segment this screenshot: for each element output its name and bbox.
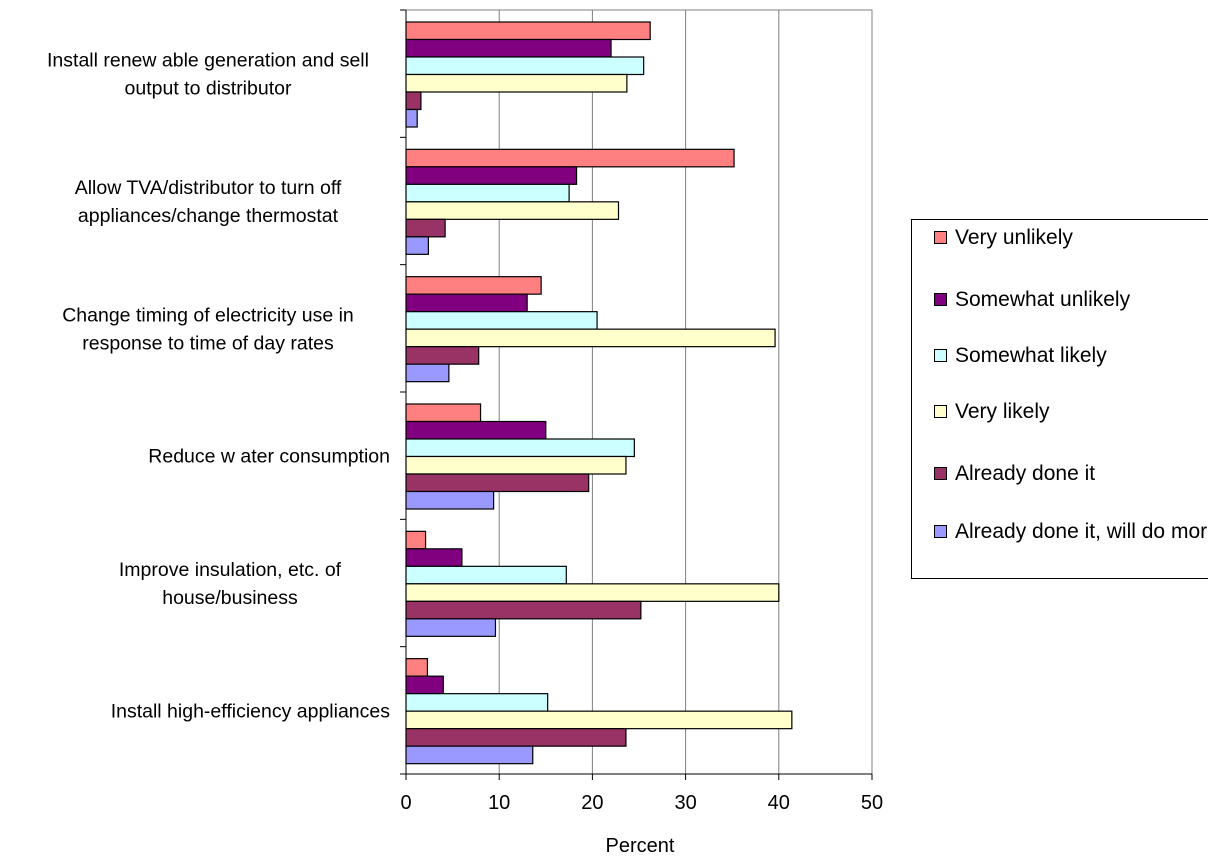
category-label: Reduce w ater consumption bbox=[148, 446, 390, 468]
category-label: Change timing of electricity use in respo… bbox=[62, 304, 354, 354]
legend-label: Somewhat likely bbox=[955, 344, 1107, 367]
bar bbox=[405, 166, 578, 185]
legend-label: Already done it bbox=[955, 462, 1096, 485]
legend-label: Somewhat unlikely bbox=[955, 288, 1131, 311]
bar bbox=[405, 455, 627, 475]
category-label: Allow TVA/distributor to turn off applian… bbox=[75, 177, 342, 227]
bar bbox=[405, 565, 567, 585]
legend-swatch bbox=[934, 405, 947, 418]
bar bbox=[405, 328, 776, 348]
bar bbox=[405, 363, 450, 383]
x-axis-label: Percent bbox=[606, 835, 675, 857]
bar bbox=[405, 38, 612, 58]
bar bbox=[405, 583, 780, 602]
category-labels: Install renew able generation and sell ou… bbox=[47, 50, 390, 723]
legend: Very unlikely Somewhat unlikely Somewhat l… bbox=[911, 219, 1208, 579]
bar bbox=[405, 276, 542, 295]
bar bbox=[405, 618, 497, 637]
category-label: Install renew able generation and sell ou… bbox=[47, 50, 369, 100]
bar bbox=[405, 530, 427, 550]
bar bbox=[405, 218, 446, 238]
category-label: Improve insulation, etc. of house/busines… bbox=[119, 559, 342, 609]
bar bbox=[405, 311, 598, 330]
bar bbox=[405, 236, 429, 255]
bar bbox=[405, 420, 547, 440]
bars bbox=[405, 21, 793, 765]
bar bbox=[405, 293, 528, 313]
x-tick-label: 40 bbox=[768, 792, 790, 814]
x-tick-labels: 0 10 20 30 40 50 bbox=[400, 792, 883, 814]
bar bbox=[405, 148, 735, 168]
legend-swatch bbox=[934, 467, 947, 480]
legend-label: Very likely bbox=[955, 400, 1050, 423]
legend-swatch bbox=[934, 525, 947, 538]
legend-label: Already done it, will do more bbox=[955, 520, 1208, 543]
x-tick-label: 20 bbox=[581, 792, 603, 814]
bar bbox=[405, 728, 627, 747]
bar bbox=[405, 675, 444, 695]
plot-frame bbox=[405, 9, 873, 775]
x-tick-label: 0 bbox=[400, 792, 411, 814]
bar bbox=[405, 600, 642, 620]
bar bbox=[405, 56, 645, 76]
bar bbox=[405, 21, 651, 41]
bar bbox=[405, 710, 793, 730]
bar bbox=[405, 438, 635, 458]
bar bbox=[405, 346, 480, 365]
category-label: Install high-efficiency appliances bbox=[111, 700, 391, 722]
bar bbox=[405, 91, 422, 111]
axes bbox=[400, 9, 873, 780]
x-tick-label: 10 bbox=[488, 792, 510, 814]
legend-label: Very unlikely bbox=[955, 226, 1073, 249]
bar bbox=[405, 490, 495, 510]
bar bbox=[405, 548, 463, 567]
legend-swatch bbox=[934, 349, 947, 362]
legend-swatch bbox=[934, 231, 947, 244]
bar bbox=[405, 201, 620, 220]
gridlines bbox=[498, 10, 873, 774]
bar bbox=[405, 693, 549, 712]
bar bbox=[405, 183, 570, 203]
x-tick-label: 50 bbox=[861, 792, 883, 814]
bar bbox=[405, 473, 590, 493]
bar bbox=[405, 403, 482, 423]
bar bbox=[405, 745, 534, 765]
bar bbox=[405, 108, 418, 128]
legend-swatch bbox=[934, 293, 947, 306]
bar bbox=[405, 73, 628, 93]
x-tick-label: 30 bbox=[674, 792, 696, 814]
bar bbox=[405, 658, 429, 677]
